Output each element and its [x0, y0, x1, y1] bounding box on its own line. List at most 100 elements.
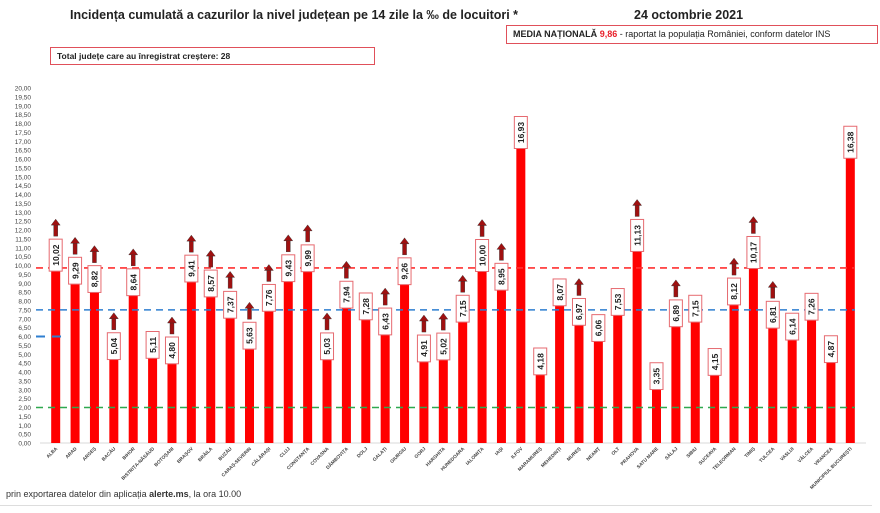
chart-date: 24 octombrie 2021: [634, 8, 744, 22]
y-axis: 0,00 0,50 1,00 1,50 2,00 2,50 3,00 3,504,00 4,50…: [15, 86, 866, 448]
footer-suffix: , la ora 10.00: [188, 489, 242, 499]
bar: [458, 316, 468, 443]
national-average-box: MEDIA NAȚIONALĂ 9,86 - raportat la popul…: [506, 25, 878, 44]
value-label: 3,35: [652, 368, 662, 385]
y-tick-label: 3,50: [18, 378, 31, 385]
bar: [496, 284, 506, 443]
y-tick-label: 2,50: [18, 396, 31, 403]
bar: [516, 142, 526, 443]
value-label: 8,82: [90, 271, 100, 288]
y-tick-label: 5,50: [18, 343, 31, 350]
y-tick-label: 8,00: [18, 299, 31, 306]
national-average-note: - raportat la populația României, confor…: [617, 29, 831, 39]
x-tick-label: IALOMIȚA: [465, 446, 486, 467]
value-label-box: [513, 115, 528, 149]
bar: [671, 320, 681, 443]
value-label: 5,04: [109, 338, 119, 355]
bar: [535, 368, 545, 443]
value-label-box: [552, 278, 567, 307]
increase-arrow-shaft: [344, 266, 349, 279]
y-tick-label: 9,50: [18, 272, 31, 279]
value-label-box: [416, 334, 431, 363]
x-tick-label: VRANCEA: [813, 446, 834, 467]
value-label-box: [106, 332, 121, 361]
value-label: 16,93: [516, 122, 526, 144]
value-label-box: [707, 348, 722, 376]
value-label-box: [223, 290, 238, 319]
value-label-box: [688, 294, 703, 323]
value-label: 8,64: [128, 274, 138, 291]
y-tick-label: 15,00: [15, 174, 32, 181]
bar: [264, 305, 274, 443]
value-label: 5,63: [245, 327, 255, 344]
value-label-box: [145, 330, 160, 359]
y-tick-label: 8,50: [18, 290, 31, 297]
y-tick-label: 13,50: [15, 201, 32, 208]
x-tick-label: COVASNA: [309, 446, 330, 467]
x-tick-label: ARAD: [64, 446, 78, 460]
increase-arrow-shaft: [111, 317, 117, 330]
value-label: 8,95: [497, 268, 507, 285]
bar: [710, 369, 720, 443]
y-tick-label: 0,50: [18, 432, 31, 439]
increase-arrow-icon: [244, 301, 255, 309]
value-label: 7,53: [613, 293, 623, 310]
x-tick-label: GORJ: [413, 446, 427, 460]
chart-title: Incidența cumulată a cazurilor la nivel …: [70, 8, 519, 22]
x-tick-label: VÂLCEA: [796, 445, 815, 464]
increase-arrow-icon: [50, 218, 61, 226]
bar: [807, 314, 817, 443]
bar: [574, 319, 584, 443]
bar: [167, 357, 177, 443]
bar: [845, 152, 855, 443]
value-label-box: [591, 314, 606, 342]
value-label: 7,37: [225, 296, 235, 313]
increase-arrow-icon: [205, 249, 216, 257]
bar: [613, 309, 623, 443]
national-average-label: MEDIA NAȚIONALĂ: [513, 29, 598, 39]
y-tick-label: 6,50: [18, 325, 31, 332]
increase-arrow-shaft: [53, 223, 58, 237]
value-label-box: [494, 262, 509, 291]
value-label-box: [378, 307, 393, 336]
increase-arrow-shaft: [286, 239, 291, 253]
value-label: 6,89: [671, 305, 681, 322]
increase-arrow-icon: [574, 278, 584, 285]
y-tick-label: 3,00: [18, 387, 31, 394]
bar-chart: 0,00 0,50 1,00 1,50 2,00 2,50 3,00 3,504,00 4,50…: [15, 86, 866, 490]
bar: [206, 290, 216, 443]
bar: [89, 286, 99, 443]
value-label: 9,41: [187, 260, 197, 277]
y-tick-label: 0,00: [18, 441, 31, 448]
bar: [148, 352, 158, 443]
increase-arrow-icon: [108, 312, 119, 319]
value-label-box: [649, 362, 664, 391]
bar: [322, 353, 332, 443]
increase-arrow-icon: [632, 199, 643, 206]
value-label-box: [358, 292, 373, 321]
bar: [186, 275, 196, 443]
value-label-box: [436, 332, 451, 361]
value-label: 10,17: [749, 242, 759, 264]
value-label-box: [610, 288, 625, 316]
footer-note: prin exportarea datelor din aplicația al…: [6, 489, 241, 499]
value-label-box: [804, 292, 819, 321]
increase-arrow-shaft: [169, 321, 175, 335]
increase-arrow-icon: [670, 279, 681, 287]
bar: [361, 313, 371, 443]
bar: [652, 383, 661, 443]
value-label: 7,28: [361, 298, 371, 315]
y-tick-label: 14,50: [15, 183, 32, 190]
national-average-value: 9,86: [599, 29, 618, 39]
increase-arrow-icon: [302, 224, 313, 232]
value-label-box: [785, 312, 800, 341]
bar: [748, 262, 758, 443]
y-tick-label: 19,00: [15, 103, 32, 110]
value-label: 6,97: [574, 303, 584, 320]
x-tick-label: MEHEDINȚI: [540, 446, 563, 469]
value-label-box: [164, 336, 179, 365]
x-tick-label: SATU MARE: [636, 446, 661, 471]
x-axis-labels: ALBA ARAD ARGEȘ BACĂU BIHORBISTRIȚA-NĂSĂUDBO…: [45, 445, 854, 490]
value-label: 4,91: [419, 340, 429, 357]
value-label: 16,38: [846, 131, 856, 153]
